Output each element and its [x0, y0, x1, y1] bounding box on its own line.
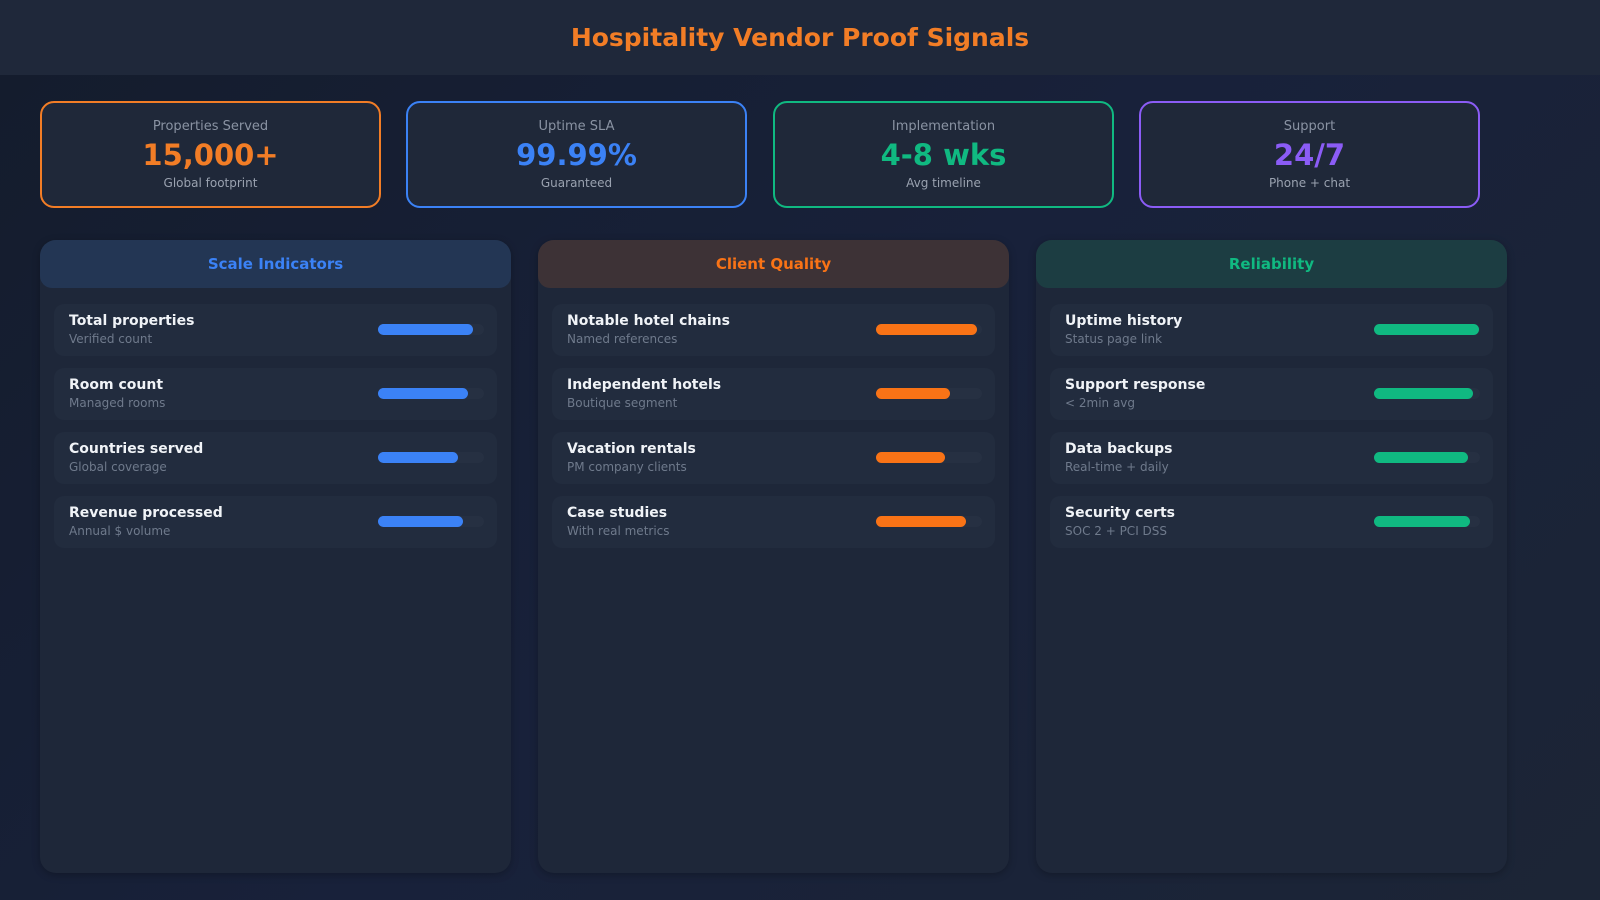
panel-client-quality: Client Quality Notable hotel chains Name… — [538, 240, 1009, 873]
signal-row: Data backups Real-time + daily — [1050, 432, 1493, 484]
progress-track — [378, 324, 484, 335]
signal-row: Uptime history Status page link — [1050, 304, 1493, 356]
signal-subtitle: SOC 2 + PCI DSS — [1065, 524, 1168, 538]
progress-fill — [1374, 324, 1479, 335]
progress-track — [378, 452, 484, 463]
kpi-card-uptime-sla: Uptime SLA 99.99% Guaranteed — [406, 101, 747, 208]
progress-track — [1374, 388, 1480, 399]
kpi-subtitle: Avg timeline — [906, 176, 981, 190]
signal-title: Revenue processed — [69, 505, 223, 521]
signal-subtitle: Annual $ volume — [69, 524, 171, 538]
signal-title: Case studies — [567, 505, 668, 521]
panel-header: Client Quality — [538, 240, 1009, 288]
kpi-value: 24/7 — [1273, 138, 1346, 172]
kpi-value: 99.99% — [516, 138, 637, 172]
progress-fill — [876, 516, 967, 527]
progress-fill — [876, 324, 977, 335]
progress-fill — [1374, 516, 1471, 527]
page-title: Hospitality Vendor Proof Signals — [570, 23, 1030, 52]
signal-title: Security certs — [1065, 505, 1175, 521]
signal-row: Countries served Global coverage — [54, 432, 497, 484]
progress-track — [378, 516, 484, 527]
signal-title: Support response — [1065, 377, 1206, 393]
kpi-subtitle: Phone + chat — [1268, 176, 1351, 190]
signal-title: Room count — [69, 377, 164, 393]
kpi-subtitle: Global footprint — [163, 176, 258, 190]
progress-track — [1374, 452, 1480, 463]
signal-title: Independent hotels — [567, 377, 722, 393]
signal-row: Independent hotels Boutique segment — [552, 368, 995, 420]
signal-row: Revenue processed Annual $ volume — [54, 496, 497, 548]
progress-fill — [1374, 388, 1473, 399]
progress-track — [378, 388, 484, 399]
signal-subtitle: Global coverage — [69, 460, 167, 474]
progress-fill — [378, 516, 463, 527]
signal-subtitle: Verified count — [69, 332, 153, 346]
progress-fill — [378, 452, 458, 463]
progress-fill — [1374, 452, 1469, 463]
kpi-subtitle: Guaranteed — [540, 176, 613, 190]
panel-scale-indicators: Scale Indicators Total properties Verifi… — [40, 240, 511, 873]
signal-title: Data backups — [1065, 441, 1173, 457]
signal-row: Room count Managed rooms — [54, 368, 497, 420]
signal-subtitle: Managed rooms — [69, 396, 166, 410]
progress-track — [1374, 324, 1480, 335]
signal-row: Security certs SOC 2 + PCI DSS — [1050, 496, 1493, 548]
kpi-label: Uptime SLA — [538, 119, 615, 134]
progress-track — [876, 516, 982, 527]
progress-track — [876, 388, 982, 399]
progress-fill — [378, 324, 474, 335]
signal-subtitle: Named references — [567, 332, 678, 346]
progress-fill — [378, 388, 469, 399]
progress-track — [876, 452, 982, 463]
signal-subtitle: With real metrics — [567, 524, 670, 538]
signal-subtitle: Status page link — [1065, 332, 1163, 346]
signal-row: Case studies With real metrics — [552, 496, 995, 548]
signal-subtitle: Real-time + daily — [1065, 460, 1169, 474]
panel-reliability: Reliability Uptime history Status page l… — [1036, 240, 1507, 873]
signal-title: Countries served — [69, 441, 204, 457]
signal-row: Notable hotel chains Named references — [552, 304, 995, 356]
signal-row: Vacation rentals PM company clients — [552, 432, 995, 484]
kpi-card-properties-served: Properties Served 15,000+ Global footpri… — [40, 101, 381, 208]
signal-subtitle: Boutique segment — [567, 396, 678, 410]
kpi-card-support: Support 24/7 Phone + chat — [1139, 101, 1480, 208]
progress-track — [876, 324, 982, 335]
signal-title: Uptime history — [1065, 313, 1183, 329]
panel-header: Scale Indicators — [40, 240, 511, 288]
signal-title: Vacation rentals — [567, 441, 696, 457]
panel-header: Reliability — [1036, 240, 1507, 288]
signal-title: Notable hotel chains — [567, 313, 730, 329]
signal-subtitle: < 2min avg — [1065, 396, 1136, 410]
kpi-label: Properties Served — [152, 119, 269, 134]
progress-track — [1374, 516, 1480, 527]
kpi-value: 15,000+ — [142, 138, 279, 172]
kpi-card-implementation: Implementation 4-8 wks Avg timeline — [773, 101, 1114, 208]
kpi-value: 4-8 wks — [880, 138, 1007, 172]
kpi-label: Implementation — [891, 119, 996, 134]
progress-fill — [876, 388, 951, 399]
page-header: Hospitality Vendor Proof Signals — [0, 0, 1600, 75]
progress-fill — [876, 452, 945, 463]
signal-row: Total properties Verified count — [54, 304, 497, 356]
kpi-label: Support — [1283, 119, 1336, 134]
signal-row: Support response < 2min avg — [1050, 368, 1493, 420]
signal-title: Total properties — [69, 313, 195, 329]
signal-subtitle: PM company clients — [567, 460, 687, 474]
